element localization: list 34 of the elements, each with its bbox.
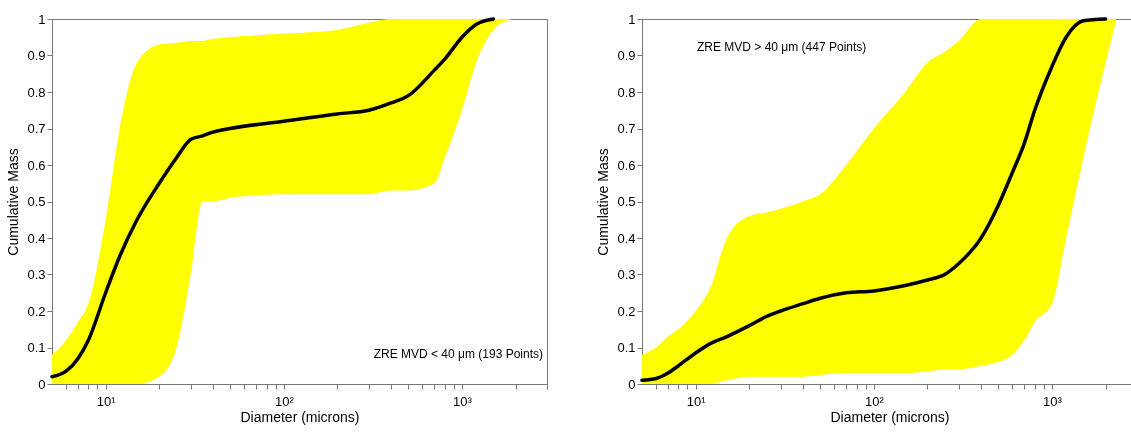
annotation: ZRE MVD < 40 μm (193 Points) (373, 347, 543, 361)
x-axis-title: Diameter (microns) (830, 408, 950, 425)
y-tick-label: 0.3 (27, 267, 46, 282)
x-axis-title: Diameter (microns) (240, 408, 360, 425)
y-tick-label: 0.2 (27, 303, 46, 319)
x-tick-label: 10² (274, 393, 295, 409)
x-tick-label: 10¹ (686, 393, 707, 409)
y-tick-label: 0.1 (617, 340, 636, 355)
y-tick-label: 0 (628, 376, 636, 392)
y-tick-label: 1 (628, 11, 636, 27)
y-tick-label: 0 (38, 376, 46, 392)
x-tick-label: 10³ (453, 393, 473, 409)
y-axis-title: Cumulative Mass (5, 148, 22, 256)
y-tick-label: 0.1 (27, 340, 46, 355)
y-tick-label: 0.6 (27, 157, 46, 173)
y-tick-label: 0.3 (617, 267, 636, 282)
y-tick-label: 0.6 (617, 157, 636, 173)
y-tick-label: 0.5 (617, 194, 636, 209)
x-tick-label: 10² (864, 393, 885, 409)
y-tick-label: 0.8 (27, 84, 46, 100)
x-tick-label: 10¹ (96, 393, 117, 409)
y-tick-label: 0.2 (617, 303, 636, 319)
x-tick-label: 10³ (1043, 393, 1063, 409)
annotation: ZRE MVD > 40 μm (447 Points) (697, 40, 867, 54)
y-tick-label: 0.4 (617, 230, 636, 246)
y-tick-label: 0.5 (27, 194, 46, 209)
y-tick-label: 0.7 (27, 121, 46, 136)
y-tick-label: 0.4 (27, 230, 46, 246)
y-tick-label: 0.7 (617, 121, 636, 136)
y-tick-label: 0.8 (617, 84, 636, 100)
y-tick-label: 1 (38, 11, 46, 27)
y-tick-label: 0.9 (27, 48, 46, 63)
y-axis-title: Cumulative Mass (595, 148, 612, 256)
y-tick-label: 0.9 (617, 48, 636, 63)
